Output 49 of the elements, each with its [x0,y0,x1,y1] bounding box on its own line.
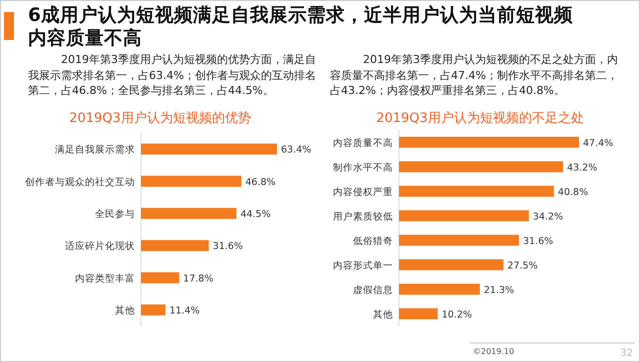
text: ©2019.10 [473,347,514,356]
bar [399,186,554,197]
text: 2019年第3季度用户认为短视频的不足之处方面，内容质量不高排名第一，占47.4%；制作水平不高排名第二，占43.2%；内容侵权严重排名第三，占40.8%。 [330,52,619,98]
data-label: 47.4% [583,138,614,149]
data-label: 44.5% [240,208,271,220]
text: 6成用户认为短视频满足自我展示需求，近半用户认为当前短视频内容质量不高 [28,4,574,50]
y-tick-label: 创作者与观众的社交互动 [25,176,135,188]
y-tick-label: 其他 [373,308,393,320]
y-tick-label: 其他 [115,304,135,316]
bar [141,304,166,316]
data-label: 46.8% [245,176,276,188]
data-label: 11.4% [169,305,200,316]
data-label: 40.8% [558,186,588,198]
data-label: 31.6% [523,236,554,247]
data-label: 43.2% [567,162,598,174]
bar [399,259,504,270]
bar [399,161,564,172]
y-tick-label: 适应碎片化现状 [65,240,135,252]
data-label: 63.4% [281,144,312,156]
y-tick-label: 内容形式单一 [333,259,393,272]
y-tick-label: 内容侵权严重 [333,186,393,198]
bar [399,308,438,320]
bar [141,272,180,284]
bar [399,210,529,222]
chart-title: 2019Q3用户认为短视频的优势 [69,111,251,126]
bar [141,144,277,155]
bar [141,240,209,252]
data-label: 21.3% [484,284,514,296]
data-label: 10.2% [442,309,472,320]
text: 2019年第3季度用户认为短视频的优势方面，满足自我展示需求排名第一，占63.4%；创作者与观众的互动排名第二，占46.8%；全民参与排名第三，占44.5%。 [28,52,317,98]
data-label: 17.8% [183,273,214,284]
bar [399,136,579,148]
data-label: 27.5% [507,260,538,272]
y-tick-label: 制作水平不高 [333,161,393,174]
bar [141,208,236,219]
bar [399,284,480,295]
y-tick-label: 内容质量不高 [333,136,393,149]
data-label: 31.6% [212,241,243,252]
y-tick-label: 用户素质较低 [333,210,393,222]
y-tick-label: 内容类型丰富 [75,272,135,284]
text: 32 [620,348,633,359]
y-tick-label: 低俗猎奇 [353,234,393,247]
bar [141,176,242,187]
chart-title: 2019Q3用户认为短视频的不足之处 [376,111,584,126]
y-tick-label: 全民参与 [95,208,135,220]
y-tick-label: 满足自我展示需求 [55,144,135,156]
y-tick-label: 虚假信息 [353,284,393,296]
data-label: 34.2% [532,211,564,222]
bar [399,234,519,246]
